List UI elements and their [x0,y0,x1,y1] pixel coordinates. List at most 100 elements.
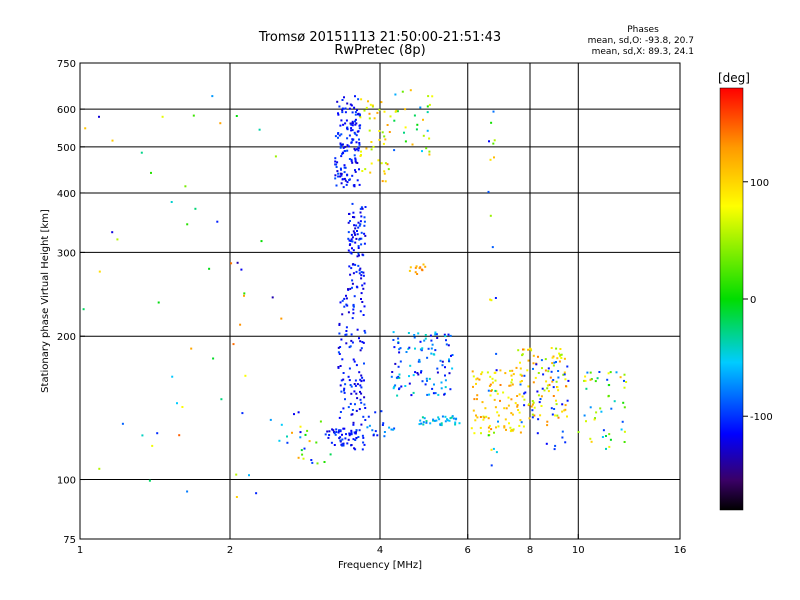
data-point [519,373,522,376]
data-point [361,376,364,379]
y-axis-label: Stationary phase Virtual Height [km] [40,209,51,393]
data-point [357,264,360,267]
data-point [341,433,343,436]
data-point [341,109,344,112]
data-point [522,348,524,351]
y-tick-label: 200 [57,332,76,343]
data-point [363,379,365,382]
data-point [510,412,513,415]
data-point [559,354,562,357]
data-point [374,430,377,433]
data-point [487,417,490,420]
data-point [358,371,361,374]
data-point [529,348,532,351]
data-point [417,332,420,335]
data-point [351,409,354,411]
data-point [557,389,560,392]
data-point [356,255,359,258]
data-point [357,436,360,438]
data-point [491,377,494,380]
data-point [450,416,453,419]
data-point [493,371,496,374]
data-point [404,126,407,129]
data-point [376,111,379,114]
data-point [346,442,349,445]
data-point [343,96,345,99]
data-point [551,362,554,365]
data-point [546,420,549,423]
data-point [326,430,329,433]
data-point [352,249,355,252]
data-point [328,434,331,436]
data-point [419,419,422,422]
data-point [181,406,184,408]
data-point [359,310,362,313]
data-point [382,142,385,145]
data-point [363,396,366,399]
data-point [540,405,543,407]
data-point [556,357,559,360]
data-point [507,396,510,399]
data-point [517,349,520,352]
data-point [334,433,337,436]
data-point [361,284,364,287]
data-point [589,437,592,440]
data-point [552,379,555,381]
data-point [394,93,397,96]
data-point [341,313,344,316]
data-point [425,421,428,424]
data-point [358,168,360,171]
data-point [351,202,354,205]
data-point [613,400,616,403]
data-point [339,175,342,178]
scatter-points [82,89,628,498]
data-point [361,341,364,343]
stats-line-1: mean, sd,O: -93.8, 20.7 [588,36,694,46]
data-point [589,378,592,381]
data-point [496,411,499,414]
data-point [383,110,386,113]
data-point [343,171,346,174]
data-point [495,451,498,454]
data-point [594,380,597,383]
data-point [232,343,235,346]
data-point [341,438,344,441]
data-point [346,127,348,130]
data-point [335,166,338,168]
data-point [356,328,359,331]
data-point [447,344,450,347]
data-point [364,234,367,237]
data-point [344,179,347,182]
data-point [503,407,506,410]
data-point [156,432,159,435]
data-point [239,323,242,326]
data-point [610,407,613,410]
data-point [357,130,360,133]
data-point [350,129,353,132]
data-point [437,416,440,419]
data-point [493,398,496,401]
data-point [346,149,349,152]
data-point [601,436,604,438]
data-point [472,385,474,388]
data-point [354,160,357,163]
data-point [360,206,363,209]
data-point [421,416,424,419]
data-point [425,420,428,423]
data-point [505,428,507,431]
data-point [546,384,549,387]
data-point [435,419,438,422]
data-point [558,360,561,363]
data-point [380,410,383,413]
data-point [338,416,341,419]
data-point [353,383,356,385]
data-point [519,361,521,364]
data-point [386,124,389,126]
data-point [354,227,357,230]
x-tick-label: 2 [227,545,233,556]
data-point [359,207,362,210]
data-point [345,333,348,336]
data-point [310,459,313,461]
data-point [361,253,364,256]
